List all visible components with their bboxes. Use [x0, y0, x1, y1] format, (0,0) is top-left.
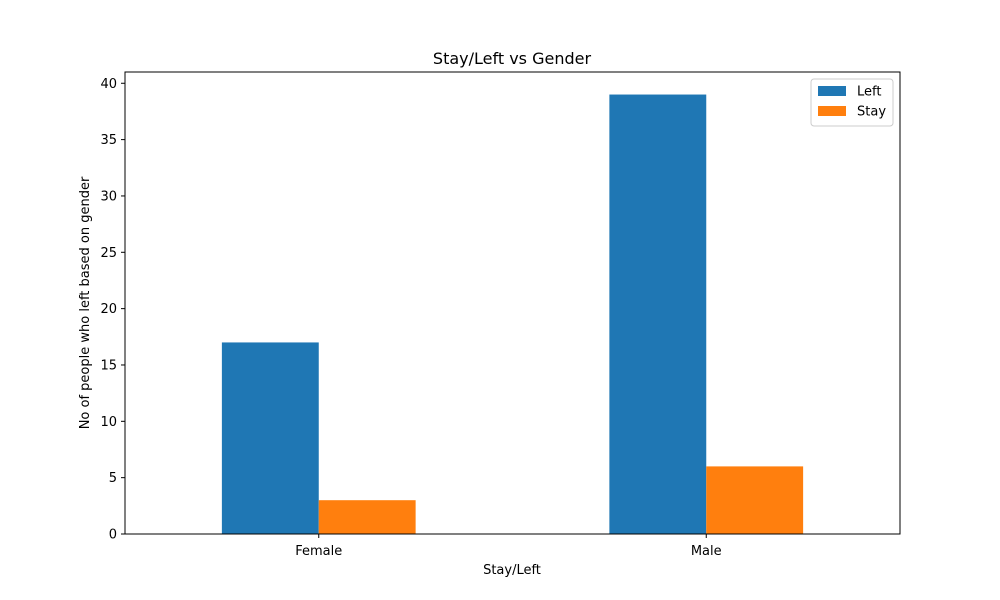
plot-frame: [124, 71, 901, 535]
legend-label-left: Left: [857, 85, 881, 100]
legend-swatch-left: [818, 86, 846, 96]
y-tick-label: 40: [100, 77, 117, 92]
legend-swatch-stay: [818, 106, 846, 116]
y-tick-label: 25: [100, 246, 117, 261]
y-axis-label: No of people who left based on gender: [78, 176, 93, 429]
y-axis: 0 5 10 15 20 25 30 35 40: [100, 77, 125, 543]
y-tick-label: 15: [100, 358, 117, 373]
y-tick-label: 20: [100, 302, 117, 317]
plot-area: [221, 94, 804, 534]
bar-stay-male: [706, 466, 804, 534]
bar-stay-female: [318, 500, 416, 534]
y-tick-label: 5: [109, 471, 117, 486]
bar-left-female: [221, 342, 319, 534]
legend-label-stay: Stay: [857, 105, 886, 120]
x-tick-label: Male: [691, 544, 722, 559]
chart-title: Stay/Left vs Gender: [433, 49, 592, 68]
y-tick-label: 10: [100, 415, 117, 430]
x-tick-label: Female: [295, 544, 342, 559]
y-tick-label: 35: [100, 133, 117, 148]
x-axis: Female Male: [295, 534, 722, 559]
y-tick-label: 30: [100, 189, 117, 204]
x-axis-label: Stay/Left: [483, 563, 541, 578]
bar-left-male: [609, 94, 707, 534]
y-tick-label: 0: [109, 528, 117, 543]
legend: Left Stay: [810, 78, 894, 127]
